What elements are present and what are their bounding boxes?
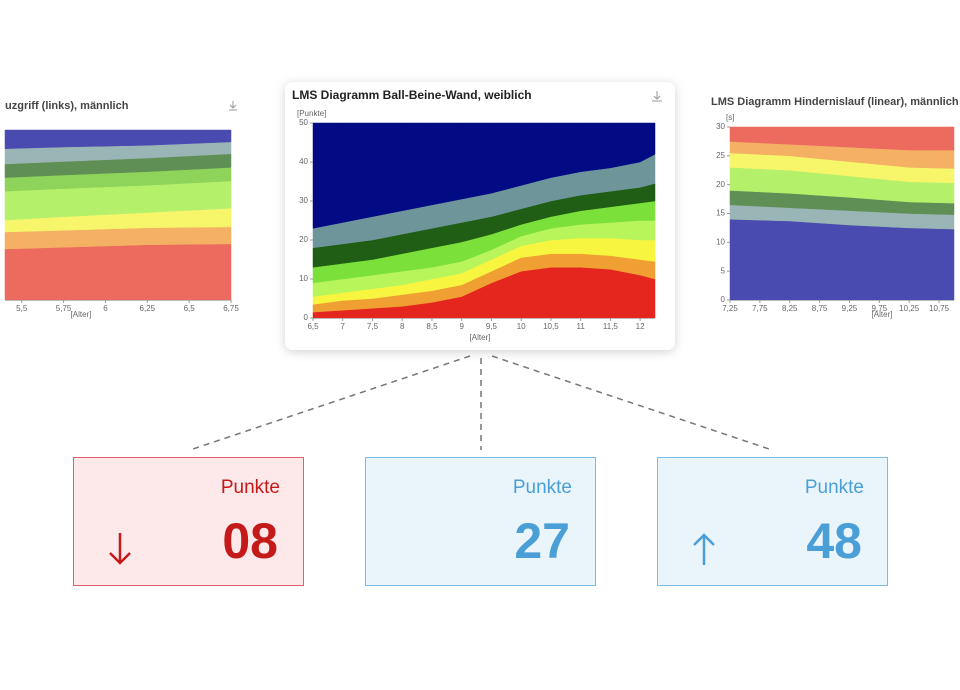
x-tick-label: 11,5 — [603, 322, 619, 331]
x-tick-label: 6,75 — [223, 304, 239, 313]
card-label: Punkte — [513, 477, 572, 498]
x-tick-label: 5,5 — [16, 304, 28, 313]
connector — [189, 355, 471, 451]
x-tick-label: 6 — [103, 304, 108, 313]
y-axis-label: [s] — [726, 113, 734, 122]
chart-title: uzgriff (links), männlich — [5, 100, 129, 112]
y-tick-label: 0 — [721, 295, 726, 304]
arrow-down-icon — [109, 533, 131, 565]
x-axis-label: [Alter] — [470, 333, 491, 342]
x-tick-label: 6,5 — [307, 322, 319, 331]
area-band — [4, 129, 232, 149]
y-axis-label: [Punkte] — [297, 109, 326, 118]
y-tick-label: 10 — [299, 274, 308, 283]
y-tick-label: 20 — [716, 180, 725, 189]
x-tick-label: 9,75 — [872, 304, 888, 313]
x-tick-label: 6,5 — [184, 304, 196, 313]
y-tick-label: 40 — [299, 157, 308, 166]
card-label: Punkte — [805, 477, 864, 498]
x-tick-label: 6,25 — [140, 304, 156, 313]
card-label: Punkte — [221, 477, 280, 498]
y-tick-label: 50 — [299, 118, 308, 127]
arrow-up-icon — [693, 533, 715, 565]
x-tick-label: 10 — [517, 322, 526, 331]
x-tick-label: 11 — [576, 322, 585, 331]
download-icons — [229, 91, 662, 111]
x-tick-label: 9,5 — [486, 322, 498, 331]
chart-title: LMS Diagramm Hindernislauf (linear), män… — [711, 96, 959, 108]
x-tick-label: 7,75 — [752, 304, 768, 313]
x-tick-label: 8,5 — [426, 322, 438, 331]
connectors — [189, 355, 773, 451]
x-tick-label: 10,5 — [543, 322, 559, 331]
x-axis-label: [Alter] — [71, 310, 92, 319]
y-tick-label: 15 — [716, 209, 725, 218]
x-tick-label: 8,25 — [782, 304, 798, 313]
y-tick-label: 30 — [299, 196, 308, 205]
area-band — [729, 219, 955, 301]
y-tick-label: 25 — [716, 151, 725, 160]
x-tick-label: 8,75 — [812, 304, 828, 313]
download-icon[interactable] — [229, 101, 237, 111]
x-tick-label: 7,25 — [722, 304, 738, 313]
y-tick-label: 30 — [716, 122, 725, 131]
download-icon[interactable] — [652, 91, 662, 102]
y-tick-label: 5 — [721, 266, 726, 275]
x-axis-label: [Alter] — [872, 310, 893, 319]
x-tick-label: 8 — [400, 322, 405, 331]
card-value: 27 — [514, 513, 570, 569]
chart-title: LMS Diagramm Ball-Beine-Wand, weiblich — [292, 88, 532, 102]
connector — [491, 355, 773, 451]
x-tick-label: 9,25 — [842, 304, 858, 313]
y-tick-label: 20 — [299, 235, 308, 244]
card-value: 08 — [222, 513, 278, 569]
x-tick-label: 10,75 — [929, 304, 950, 313]
y-tick-label: 0 — [304, 313, 309, 322]
x-tick-label: 7,5 — [367, 322, 379, 331]
area-band — [729, 126, 955, 151]
x-tick-label: 9 — [459, 322, 464, 331]
score-card — [73, 457, 304, 586]
area-band — [4, 243, 232, 301]
x-tick-label: 5,75 — [56, 304, 72, 313]
score-card — [365, 457, 596, 586]
score-card — [657, 457, 888, 586]
y-tick-label: 10 — [716, 237, 725, 246]
x-tick-label: 10,25 — [899, 304, 920, 313]
card-value: 48 — [806, 513, 862, 569]
x-tick-label: 12 — [636, 322, 645, 331]
area-band — [312, 122, 656, 229]
x-tick-label: 7 — [341, 322, 346, 331]
